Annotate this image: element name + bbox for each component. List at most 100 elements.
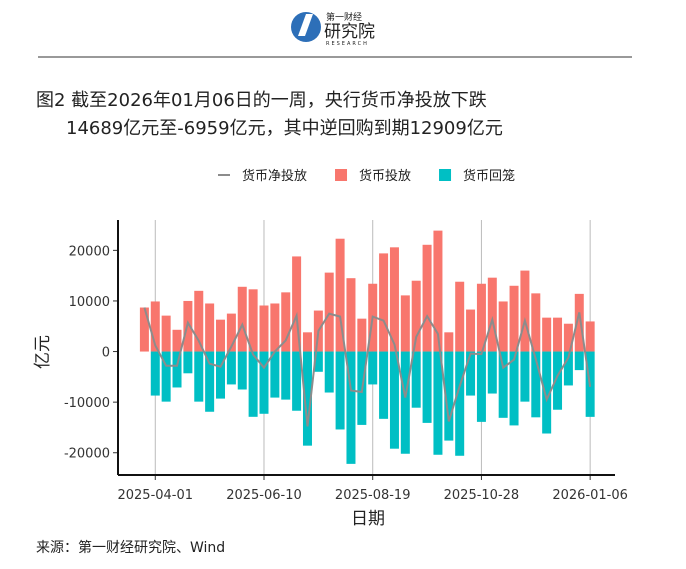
bar [324, 272, 334, 352]
net-line [143, 307, 592, 427]
bar [574, 293, 584, 352]
bar [455, 351, 465, 456]
bar [400, 295, 410, 352]
title: 图2 截至2026年01月06日的一周，央行货币净投放下跌 [36, 90, 487, 111]
bar [542, 317, 552, 352]
bar [574, 351, 584, 371]
bar [466, 351, 476, 396]
bar [379, 351, 389, 419]
bar [172, 329, 182, 352]
legend-key [335, 169, 348, 181]
bar [139, 307, 149, 352]
bar [542, 351, 552, 434]
bar [248, 289, 258, 352]
bar [389, 351, 399, 449]
bar [411, 280, 421, 352]
bar [161, 351, 171, 402]
y-tick-label: -20000 [64, 447, 110, 462]
bar [248, 351, 258, 417]
bar [270, 351, 280, 398]
y-tick-label: -10000 [64, 396, 110, 411]
bar [150, 351, 160, 396]
bar [335, 238, 345, 352]
bar [520, 270, 530, 352]
logo-sub: RESEARCH [326, 41, 369, 47]
bar [194, 351, 204, 402]
bar [476, 283, 486, 352]
bar [172, 351, 182, 388]
bar [259, 351, 269, 414]
x-tick-label: 2025-06-10 [226, 488, 302, 503]
bar [226, 351, 236, 385]
bar [585, 321, 595, 352]
logo-small: 第一财经 [326, 11, 362, 23]
y-tick-label: 20000 [69, 244, 110, 259]
bar [531, 351, 541, 418]
bar [476, 351, 486, 422]
bar [466, 309, 476, 352]
legend-label: 货币投放 [359, 168, 411, 184]
title: 14689亿元至-6959亿元，其中逆回购到期12909亿元 [66, 118, 503, 139]
logo-main: 研究院 [324, 22, 375, 42]
bar [422, 351, 432, 423]
bar [292, 256, 302, 352]
bar [433, 351, 443, 455]
legend-key [439, 169, 452, 181]
bar [335, 351, 345, 430]
bar [259, 305, 269, 352]
bar [194, 290, 204, 352]
bar [487, 277, 497, 352]
bar [302, 351, 312, 446]
x-tick-label: 2025-04-01 [117, 488, 193, 503]
bar [531, 293, 541, 352]
bar [346, 351, 356, 464]
bar [161, 315, 171, 352]
bar [270, 303, 280, 352]
bar [183, 351, 193, 374]
bar [433, 230, 443, 352]
bar [216, 319, 226, 352]
bar [237, 351, 247, 390]
bar [400, 351, 410, 454]
legend-label: 货币回笼 [463, 168, 515, 184]
bar [498, 351, 508, 418]
bar [292, 351, 302, 411]
bar [411, 351, 421, 408]
bar [281, 292, 291, 352]
bar [509, 285, 519, 352]
bar [520, 351, 530, 402]
bar [498, 301, 508, 352]
bar [346, 278, 356, 352]
bar [237, 286, 247, 352]
bar [487, 351, 497, 394]
bar [444, 332, 454, 352]
bar [357, 318, 367, 352]
bar [553, 351, 563, 410]
bar [226, 313, 236, 352]
y-axis-label: 亿元 [33, 335, 53, 369]
legend-label: 货币净投放 [242, 168, 307, 184]
y-tick-label: 10000 [69, 295, 110, 310]
x-tick-label: 2026-01-06 [552, 488, 628, 503]
bar [205, 351, 215, 412]
bar [553, 317, 563, 352]
bar [368, 351, 378, 385]
y-tick-label: 0 [102, 346, 110, 361]
bar [563, 351, 573, 386]
bar [205, 303, 215, 352]
bar [444, 351, 454, 441]
x-tick-label: 2025-10-28 [444, 488, 520, 503]
bar [302, 332, 312, 352]
bar [379, 253, 389, 352]
x-tick-label: 2025-08-19 [335, 488, 411, 503]
bar [422, 244, 432, 352]
x-axis-label: 日期 [351, 509, 385, 529]
bar [313, 351, 323, 372]
bar [150, 301, 160, 352]
source: 来源：第一财经研究院、Wind [36, 539, 225, 556]
logo: 第一财经 研究院 RESEARCH [291, 11, 375, 47]
bar [389, 247, 399, 352]
bar [324, 351, 334, 393]
bar [563, 323, 573, 352]
